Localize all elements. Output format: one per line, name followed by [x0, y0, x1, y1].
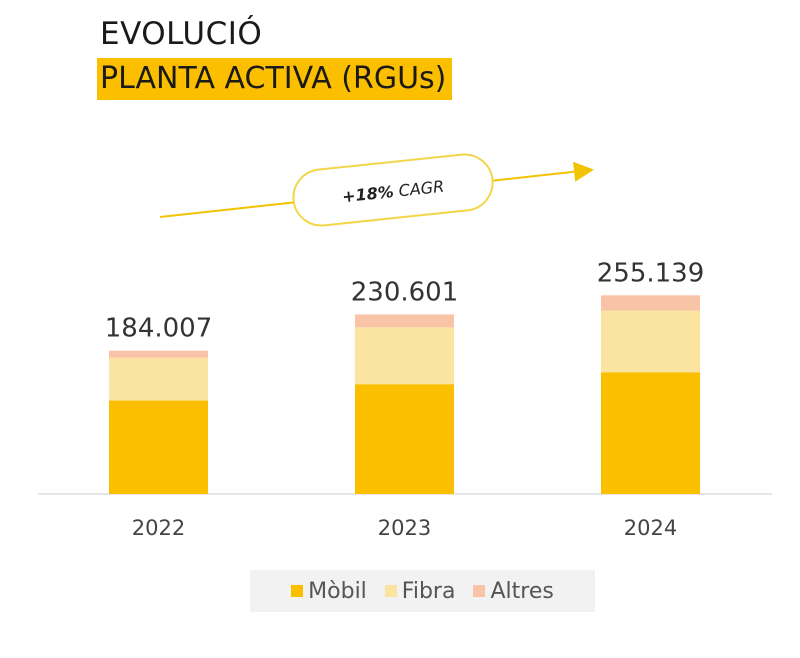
total-label: 230.601	[351, 277, 459, 307]
bar-mobil-2022	[109, 400, 208, 494]
legend-label: Altres	[490, 578, 554, 604]
chart-title-line2: PLANTA ACTIVA (RGUs)	[97, 58, 453, 100]
legend-swatch-mobil	[291, 585, 304, 597]
cagr-pill	[292, 153, 494, 227]
total-label: 255.139	[597, 258, 705, 288]
legend: Mòbil Fibra Altres	[250, 570, 595, 612]
svg-text:+18% CAGR: +18% CAGR	[341, 177, 445, 207]
bar-mobil-2024	[601, 372, 700, 494]
bar-altres-2024	[601, 295, 700, 311]
legend-item-mobil: Mòbil	[291, 579, 367, 604]
legend-swatch-altres	[473, 585, 486, 597]
bar-altres-2022	[109, 350, 208, 358]
x-tick-label: 2023	[378, 516, 431, 540]
total-label: 184.007	[105, 314, 213, 344]
legend-swatch-fibra	[384, 585, 397, 597]
bar-fibra-2022	[109, 357, 208, 401]
legend-item-altres: Altres	[473, 578, 554, 604]
legend-item-fibra: Fibra	[384, 578, 456, 604]
bar-mobil-2023	[355, 384, 454, 494]
x-tick-label: 2022	[132, 516, 185, 540]
bar-altres-2023	[355, 314, 454, 328]
legend-label: Mòbil	[308, 578, 367, 604]
chart-title-line1: EVOLUCIÓ	[100, 16, 263, 52]
bar-fibra-2024	[601, 310, 700, 373]
x-tick-label: 2024	[624, 516, 677, 540]
bar-fibra-2023	[355, 327, 454, 385]
legend-label: Fibra	[401, 578, 456, 604]
